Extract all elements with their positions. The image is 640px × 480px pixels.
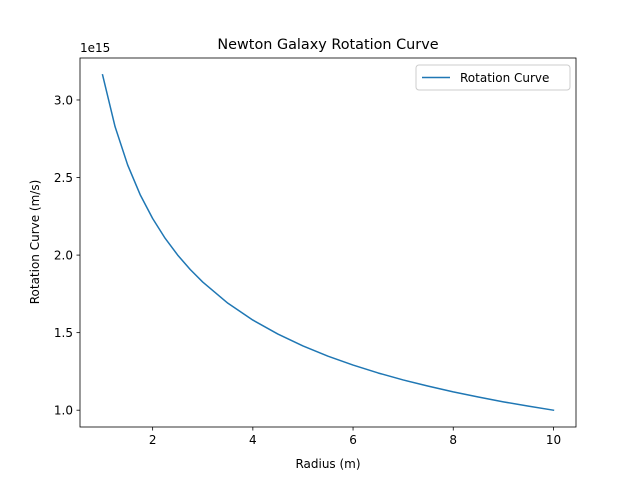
legend-label: Rotation Curve [460,71,549,85]
x-tick-label: 2 [149,433,157,447]
x-tick-label: 10 [546,433,561,447]
y-axis-offset-label: 1e15 [80,41,110,55]
plot-area: 2 4 6 8 10 1.0 1.5 2.0 2.5 3.0 Rotation Curve [54,57,577,447]
series-line-0 [101,73,555,412]
y-tick-label: 1.0 [54,404,73,418]
y-axis-label: Rotation Curve (m/s) [28,180,42,305]
axes-frame [79,57,577,428]
x-tick-label: 4 [249,433,257,447]
chart-title: Newton Galaxy Rotation Curve [217,37,438,53]
y-tick-label: 3.0 [54,93,73,107]
legend-box [415,64,571,91]
y-tick-label: 2.0 [54,249,73,263]
x-tick-label: 6 [349,433,357,447]
y-tick-label: 1.5 [54,326,73,340]
y-tick-label: 2.5 [54,171,73,185]
x-axis-label: Radius (m) [295,457,360,471]
x-tick-label: 8 [449,433,457,447]
